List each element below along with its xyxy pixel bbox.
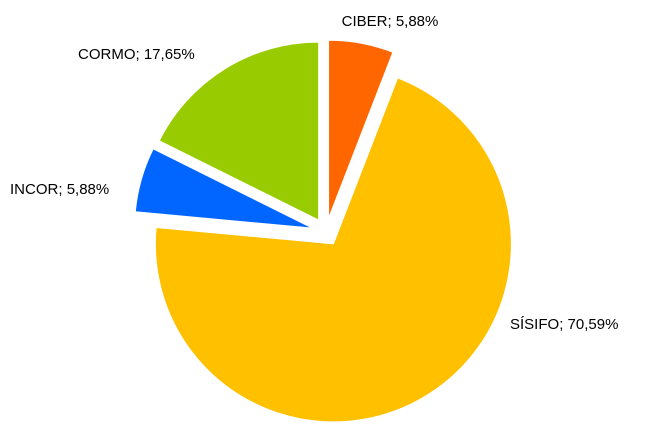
value-label: 70,59% (568, 316, 619, 333)
slice-label: SÍSIFO; 70,59% (510, 316, 618, 333)
value-label: 5,88% (67, 181, 110, 198)
slice-label: INCOR; 5,88% (10, 181, 109, 198)
slice-label: CIBER; 5,88% (342, 13, 439, 30)
slice-label: CORMO; 17,65% (78, 46, 195, 63)
label-separator: ; (136, 46, 144, 63)
label-separator: ; (559, 316, 567, 333)
category-name: CORMO (78, 46, 136, 63)
pie-slice (154, 77, 512, 423)
pie-slice (134, 148, 313, 229)
value-label: 17,65% (144, 46, 195, 63)
category-name: INCOR (10, 181, 59, 198)
category-name: SÍSIFO (510, 316, 559, 333)
pie-slice (158, 41, 320, 221)
label-separator: ; (58, 181, 66, 198)
category-name: CIBER (342, 13, 388, 30)
value-label: 5,88% (396, 13, 439, 30)
pie-slice (328, 39, 394, 219)
label-separator: ; (387, 13, 395, 30)
